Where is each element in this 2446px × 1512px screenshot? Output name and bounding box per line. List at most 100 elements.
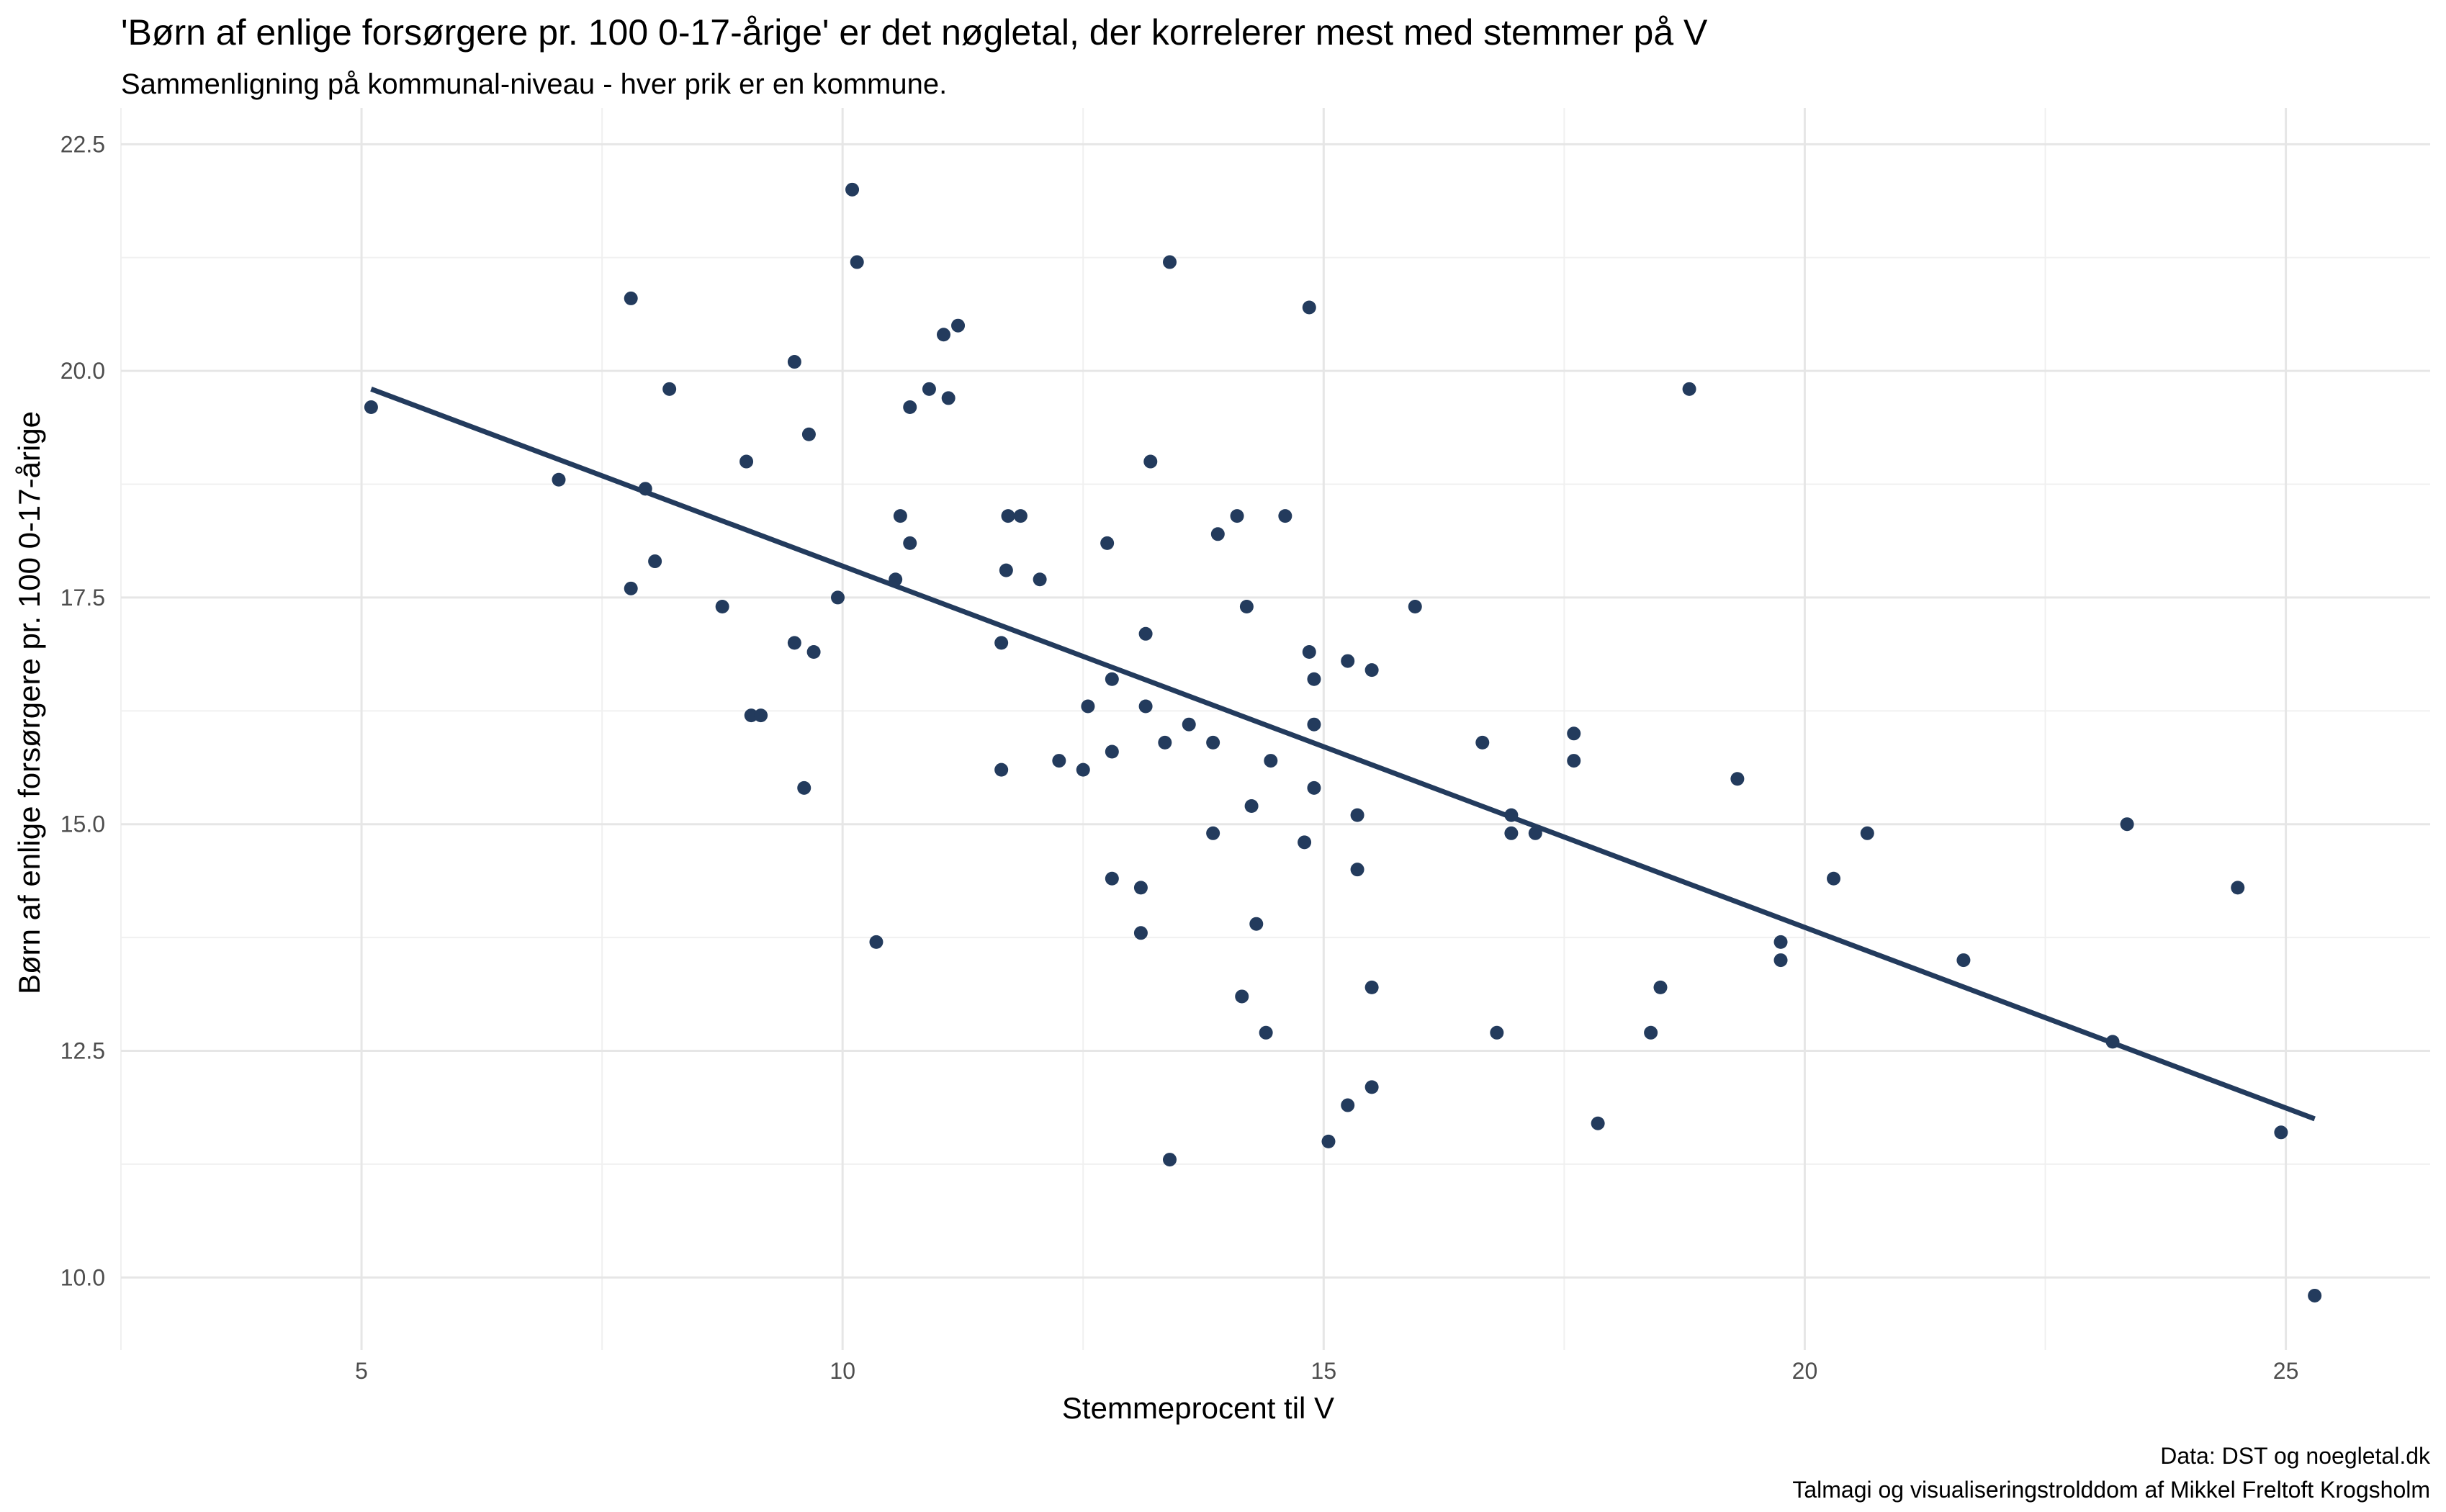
data-point <box>1100 536 1115 550</box>
caption-credit: Talmagi og visualiseringstrolddom af Mik… <box>1792 1477 2430 1503</box>
data-point <box>801 427 816 441</box>
data-point <box>893 509 907 523</box>
data-point <box>1307 672 1321 686</box>
data-point <box>787 355 801 369</box>
data-point <box>1302 644 1316 659</box>
data-point <box>1249 917 1264 931</box>
data-point <box>1860 826 1874 840</box>
data-point <box>869 935 883 949</box>
data-point <box>922 382 936 396</box>
data-point <box>1298 835 1312 850</box>
data-point <box>1143 454 1158 469</box>
data-point <box>715 600 729 614</box>
data-point <box>1138 626 1153 641</box>
data-point <box>1230 509 1244 523</box>
gridlines <box>120 108 2430 1350</box>
y-tick-label: 20.0 <box>60 358 105 384</box>
data-point <box>850 255 864 269</box>
caption-source: Data: DST og noegletal.dk <box>2160 1443 2431 1469</box>
data-point <box>2274 1125 2288 1140</box>
data-point <box>754 708 768 723</box>
data-point <box>994 636 1009 650</box>
y-tick-label: 12.5 <box>60 1038 105 1063</box>
trend-line-group <box>370 387 2316 1122</box>
data-point <box>1302 300 1316 315</box>
y-tick-label: 15.0 <box>60 811 105 837</box>
data-point <box>1567 726 1581 741</box>
data-point <box>739 454 754 469</box>
data-point <box>797 780 811 795</box>
data-point <box>1567 754 1581 768</box>
data-point <box>1133 881 1148 895</box>
data-point <box>1105 744 1119 759</box>
data-point <box>903 400 917 415</box>
data-point <box>1244 799 1259 814</box>
data-point <box>638 482 652 496</box>
data-point <box>1364 663 1379 678</box>
data-point <box>1163 255 1177 269</box>
data-point <box>1278 509 1292 523</box>
data-point <box>2120 817 2134 832</box>
x-tick-label: 25 <box>2273 1358 2299 1384</box>
data-point <box>999 563 1013 577</box>
x-axis-ticks: 5 10 15 20 25 <box>355 1358 2298 1384</box>
data-point <box>1827 871 1841 886</box>
data-point <box>1773 935 1788 949</box>
data-point <box>1307 780 1321 795</box>
data-point <box>1158 735 1172 750</box>
x-tick-label: 20 <box>1792 1358 1818 1384</box>
data-point <box>2231 881 2245 895</box>
y-tick-label: 17.5 <box>60 585 105 611</box>
data-point <box>1490 1025 1504 1040</box>
data-point <box>1730 772 1745 786</box>
data-point <box>1475 735 1490 750</box>
data-point <box>1956 953 1971 968</box>
data-point <box>1081 699 1095 714</box>
data-point <box>1504 826 1519 840</box>
data-point <box>1076 762 1090 777</box>
data-point <box>1644 1025 1658 1040</box>
data-point <box>1364 980 1379 994</box>
data-point <box>1182 717 1196 732</box>
y-axis-title: Børn af enlige forsørgere pr. 100 0-17-å… <box>12 411 46 994</box>
data-point <box>1210 527 1225 541</box>
data-point <box>364 400 378 415</box>
data-point <box>1239 600 1254 614</box>
chart-subtitle: Sammenligning på kommunal-niveau - hver … <box>121 68 947 100</box>
data-point <box>1259 1025 1273 1040</box>
data-point <box>1013 509 1028 523</box>
data-point <box>2308 1288 2322 1302</box>
data-point <box>1235 989 1249 1004</box>
data-points <box>364 182 2322 1302</box>
data-point <box>1206 826 1220 840</box>
data-point <box>1408 600 1422 614</box>
data-point <box>1206 735 1220 750</box>
data-point <box>1163 1153 1177 1167</box>
data-point <box>994 762 1009 777</box>
data-point <box>936 328 950 342</box>
data-point <box>1264 754 1278 768</box>
data-point <box>1052 754 1066 768</box>
data-point <box>552 472 566 487</box>
data-point <box>648 554 662 569</box>
x-axis-title: Stemmeprocent til V <box>1062 1391 1334 1425</box>
data-point <box>2105 1035 2120 1049</box>
data-point <box>624 291 638 305</box>
data-point <box>889 572 903 587</box>
data-point <box>831 590 845 605</box>
data-point <box>1350 808 1364 822</box>
data-point <box>1138 699 1153 714</box>
data-point <box>1105 672 1119 686</box>
data-point <box>1133 926 1148 940</box>
x-tick-label: 15 <box>1311 1358 1337 1384</box>
x-tick-label: 10 <box>829 1358 855 1384</box>
data-point <box>1105 871 1119 886</box>
data-point <box>1773 953 1788 968</box>
data-point <box>1364 1080 1379 1094</box>
data-point <box>662 382 677 396</box>
y-axis-ticks: 10.0 12.5 15.0 17.5 20.0 22.5 <box>60 131 105 1290</box>
data-point <box>1307 717 1321 732</box>
data-point <box>787 636 801 650</box>
data-point <box>1001 509 1015 523</box>
